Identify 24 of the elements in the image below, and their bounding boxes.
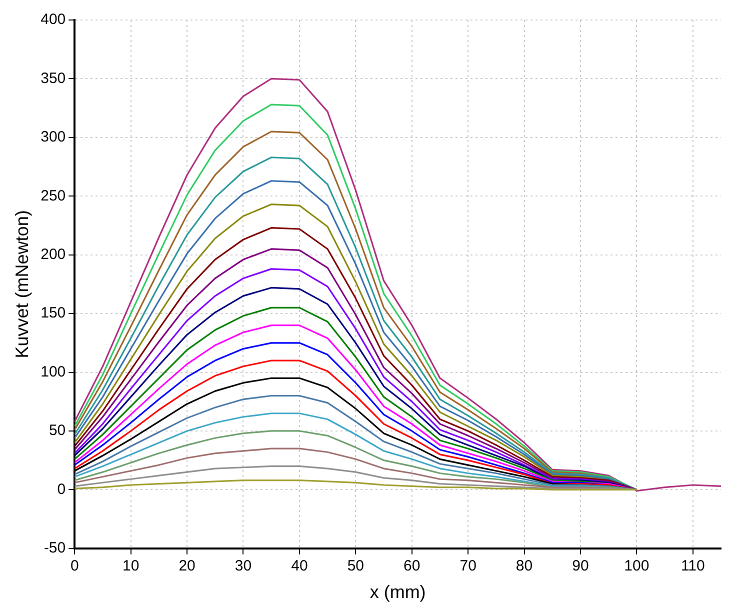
x-tick-label: 80	[516, 558, 533, 575]
y-tick-label: 50	[48, 422, 66, 440]
y-tick-label: 300	[40, 128, 66, 146]
y-axis-title: Kuvvet (mNewton)	[12, 210, 32, 358]
x-tick-label: 100	[624, 558, 650, 575]
x-tick-label: 40	[291, 558, 308, 575]
x-tick-label: 110	[680, 558, 705, 575]
x-tick-label: 20	[178, 558, 196, 575]
x-tick-label: 30	[234, 558, 252, 575]
x-tick-label: 60	[404, 558, 420, 575]
y-tick-label: 350	[40, 70, 66, 87]
x-tick-label: 10	[122, 558, 140, 575]
x-axis-title: x (mm)	[370, 582, 426, 602]
x-tick-label: 50	[347, 558, 364, 575]
y-tick-label: 400	[40, 11, 66, 28]
y-tick-label: 0	[57, 480, 66, 498]
y-tick-label: -50	[44, 540, 66, 557]
y-tick-label: 250	[40, 187, 66, 204]
x-tick-label: 90	[572, 558, 589, 575]
y-tick-label: 200	[40, 246, 66, 263]
y-tick-label: 150	[40, 304, 66, 322]
x-tick-label: 70	[460, 558, 476, 575]
y-tick-label: 100	[40, 363, 66, 380]
x-tick-label: 0	[70, 558, 79, 575]
